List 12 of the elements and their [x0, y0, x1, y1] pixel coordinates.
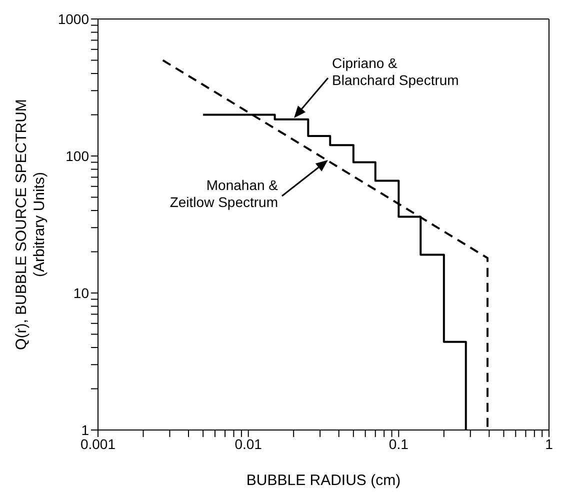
x-tick-label: 0.001 — [80, 436, 116, 452]
y-tick-label: 100 — [66, 148, 90, 164]
x-tick-label: 1 — [545, 436, 554, 452]
y-axis-title: Q(r), BUBBLE SOURCE SPECTRUM (Arbitrary Units) — [13, 99, 48, 350]
annotation: Monahan & Zeitlow Spectrum — [170, 177, 279, 210]
y-tick-label: 1000 — [58, 10, 90, 27]
x-tick-label: 0.1 — [388, 436, 409, 452]
y-tick-label: 10 — [73, 284, 90, 301]
x-tick-label: 0.01 — [234, 436, 262, 452]
annotation: Cipriano & Blanchard Spectrum — [332, 55, 459, 88]
x-axis-title: BUBBLE RADIUS (cm) — [246, 472, 401, 489]
y-tick-label: 1 — [81, 422, 90, 438]
